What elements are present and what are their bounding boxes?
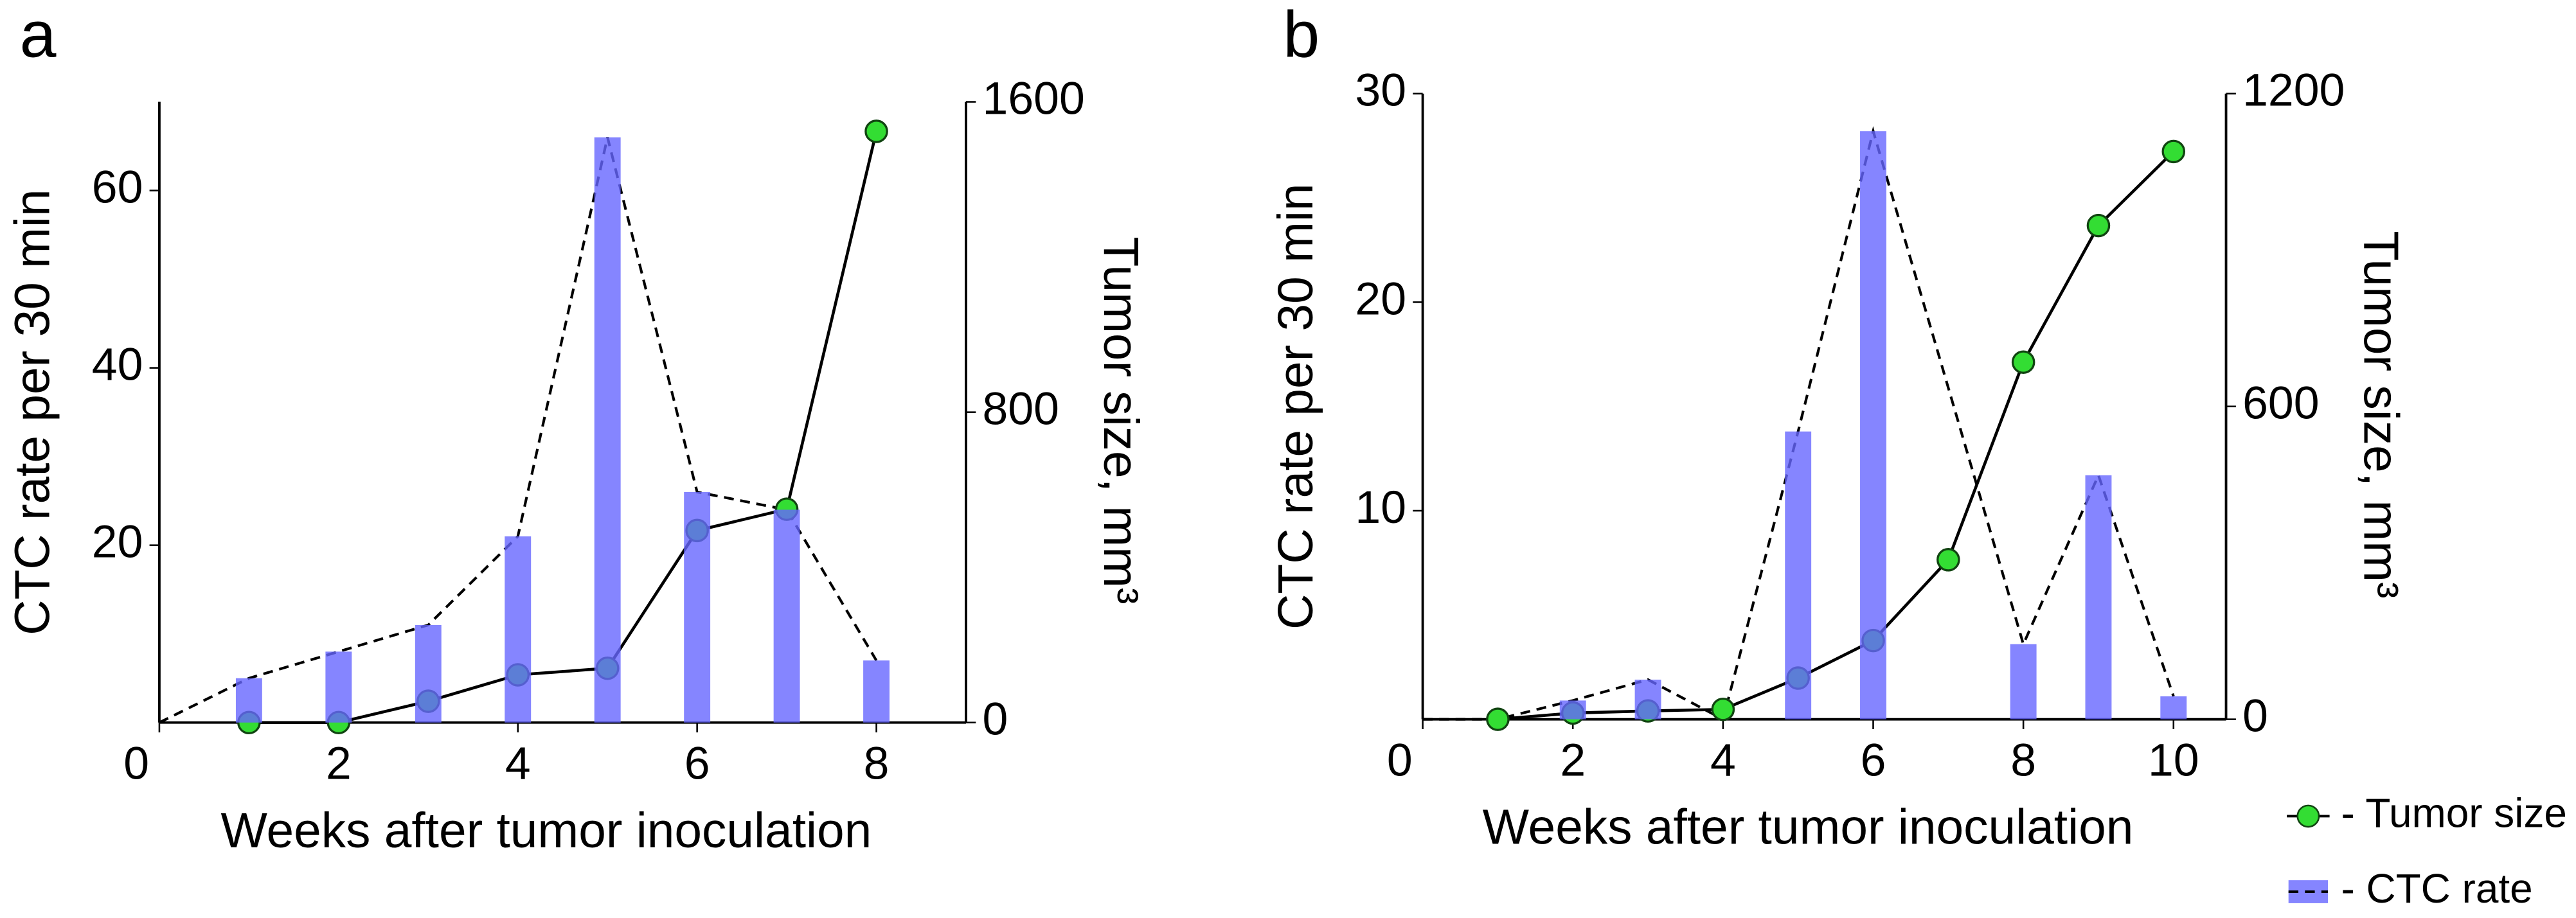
ctc-bar <box>684 491 711 723</box>
legend-label: - CTC rate <box>2341 865 2532 912</box>
ctc-bar <box>505 536 532 723</box>
y-tick-label: 30 <box>1355 65 1406 116</box>
ctc-bar <box>2085 475 2112 719</box>
x-tick-label: 6 <box>1861 735 1886 786</box>
ctc-bar <box>325 651 352 723</box>
x-tick-label: 0 <box>1387 735 1413 786</box>
x-tick-label: 10 <box>2148 735 2199 786</box>
x-tick-label: 8 <box>2010 735 2036 786</box>
ctc-bar <box>594 137 621 723</box>
ctc-bar <box>2010 644 2037 719</box>
x-tick-label: 0 <box>123 738 149 790</box>
ctc-bar <box>2160 696 2187 719</box>
y2-tick-label: 600 <box>2242 378 2319 429</box>
y-tick-label: 20 <box>1355 273 1406 324</box>
y2-tick-label: 0 <box>2242 691 2268 742</box>
y2-tick-label: 1600 <box>983 73 1085 124</box>
tumor-marker <box>2086 213 2111 238</box>
y2-tick-label: 800 <box>983 384 1059 435</box>
tumor-marker <box>2011 350 2035 374</box>
tumor-line <box>1498 150 2175 721</box>
ctc-bar <box>415 624 442 723</box>
y-tick-label: 10 <box>1355 482 1406 533</box>
y-tick-label: 20 <box>92 516 143 568</box>
panel-label: a <box>20 0 57 71</box>
ctc-dashed-line <box>1422 126 2175 721</box>
panel-label: b <box>1283 0 1319 71</box>
x-axis-label: Weeks after tumor inoculation <box>220 804 872 858</box>
x-tick-label: 4 <box>1710 735 1736 786</box>
tumor-marker <box>1936 548 1960 572</box>
ctc-bar <box>773 509 800 723</box>
x-axis-label: Weeks after tumor inoculation <box>1483 800 2134 855</box>
y2-tick-label: 1200 <box>2242 65 2345 116</box>
y-tick-label: 40 <box>92 339 143 391</box>
x-tick-label: 2 <box>326 738 352 790</box>
tumor-marker <box>1711 697 1735 721</box>
tumor-line <box>249 130 878 725</box>
ctc-bar <box>1860 131 1886 719</box>
x-tick-label: 6 <box>684 738 710 790</box>
y-axis-label: CTC rate per 30 min <box>5 189 60 635</box>
tumor-marker <box>1486 707 1510 731</box>
y-tick-label: 60 <box>92 161 143 213</box>
ctc-bar <box>1634 679 1661 719</box>
tumor-marker <box>2161 139 2186 164</box>
y-axis-label: CTC rate per 30 min <box>1269 183 1323 630</box>
x-tick-label: 2 <box>1560 735 1586 786</box>
x-tick-label: 8 <box>864 738 890 790</box>
tumor-marker <box>864 119 888 143</box>
ctc-bar <box>863 660 890 723</box>
ctc-bar <box>235 678 262 723</box>
x-tick-label: 4 <box>505 738 531 790</box>
y2-tick-label: 0 <box>983 694 1008 745</box>
legend-label: - Tumor size <box>2341 790 2566 836</box>
ctc-bar <box>1785 431 1812 719</box>
y2-axis-label: Tumor size, mm³ <box>1093 236 1148 604</box>
legend-marker <box>2296 804 2320 828</box>
ctc-bar <box>1559 700 1586 719</box>
y2-axis-label: Tumor size, mm³ <box>2353 231 2408 598</box>
